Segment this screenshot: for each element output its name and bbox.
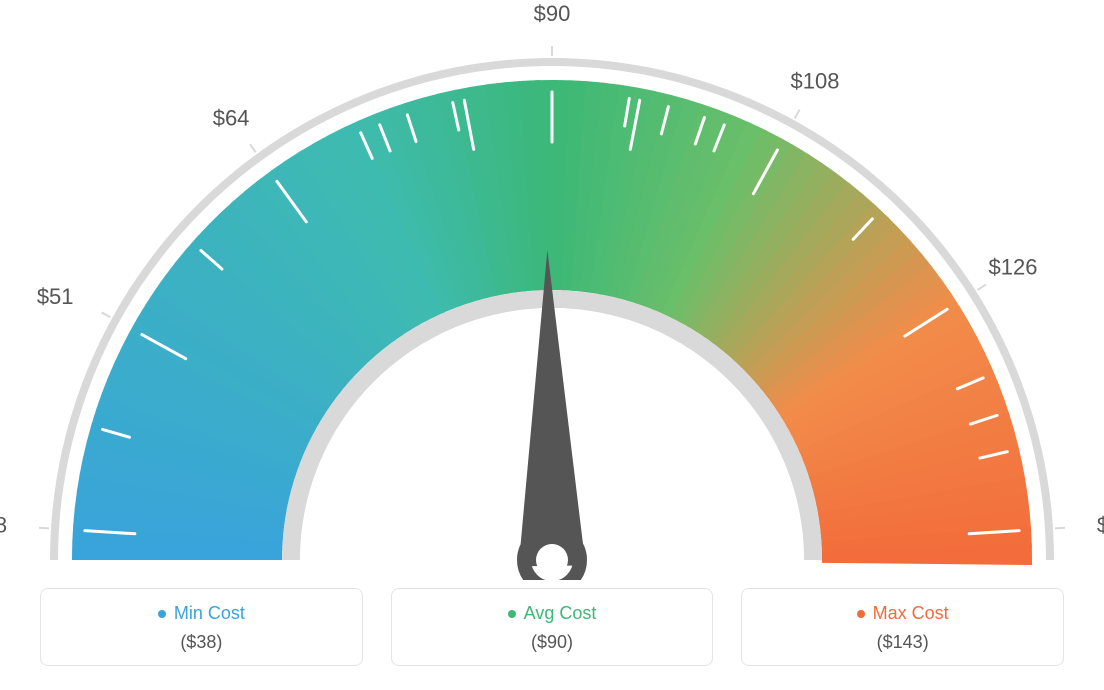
gauge-tick-label: $108: [791, 69, 840, 94]
gauge-area: $38 $51 $64 $90 $108 $126 $143: [0, 0, 1104, 580]
legend-title-max: Max Cost: [857, 603, 949, 624]
gauge-outline-tick: [102, 312, 111, 317]
legend-card-max: Max Cost ($143): [741, 588, 1064, 666]
gauge-tick-label: $64: [213, 105, 250, 130]
gauge-tick-label: $126: [989, 254, 1038, 279]
legend-title-min: Min Cost: [158, 603, 245, 624]
gauge-outline-tick: [39, 528, 49, 529]
legend-dot-max: [857, 610, 865, 618]
legend-value-avg: ($90): [402, 632, 703, 653]
gauge-svg: $38 $51 $64 $90 $108 $126 $143: [0, 0, 1104, 580]
gauge-outline-tick: [1055, 528, 1065, 529]
legend-dot-min: [158, 610, 166, 618]
legend-title-avg: Avg Cost: [508, 603, 597, 624]
gauge-outline-tick: [978, 285, 986, 290]
legend-card-min: Min Cost ($38): [40, 588, 363, 666]
gauge-outline-tick: [795, 110, 800, 119]
legend-value-min: ($38): [51, 632, 352, 653]
legend-dot-avg: [508, 610, 516, 618]
gauge-chart-container: $38 $51 $64 $90 $108 $126 $143 Min Cost ($38) …: [0, 0, 1104, 690]
legend-row: Min Cost ($38) Avg Cost ($90) Max Cost (…: [0, 570, 1104, 690]
legend-label-max: Max Cost: [873, 603, 949, 624]
legend-value-max: ($143): [752, 632, 1053, 653]
gauge-tick-label: $38: [0, 513, 7, 538]
legend-card-avg: Avg Cost ($90): [391, 588, 714, 666]
legend-label-avg: Avg Cost: [524, 603, 597, 624]
gauge-tick-label: $90: [534, 1, 571, 26]
gauge-tick-label: $143: [1097, 513, 1104, 538]
gauge-outline-tick: [250, 144, 256, 152]
legend-label-min: Min Cost: [174, 603, 245, 624]
gauge-tick-label: $51: [37, 284, 74, 309]
